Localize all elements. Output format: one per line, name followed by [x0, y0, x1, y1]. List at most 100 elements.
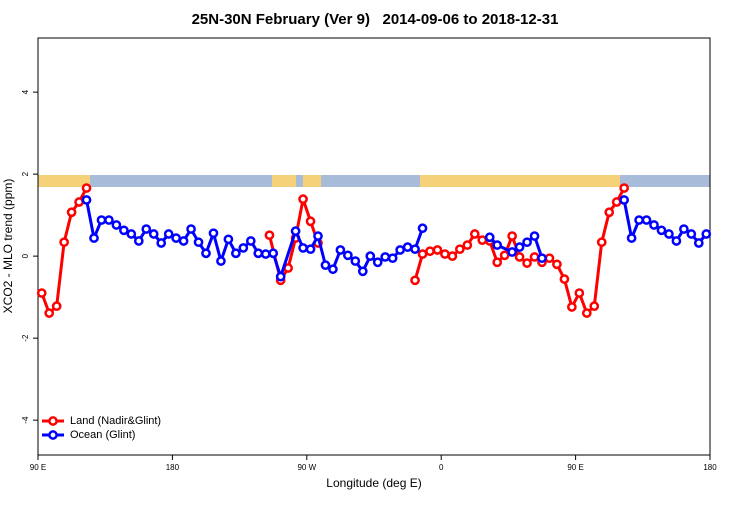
point [268, 248, 279, 259]
x-tick-label: 90 E [567, 463, 583, 472]
point [693, 238, 704, 248]
point [514, 242, 525, 252]
point [253, 248, 264, 259]
point [492, 257, 503, 268]
y-axis-label: XCO2 - MLO trend (ppm) [1, 179, 15, 314]
surface-strip [38, 175, 710, 187]
y-tick-label: -4 [21, 416, 30, 424]
point [290, 226, 301, 236]
point [432, 245, 443, 255]
point [51, 301, 62, 312]
point [469, 229, 480, 239]
point [231, 248, 241, 259]
point [275, 271, 286, 282]
point [596, 237, 607, 248]
point [163, 229, 174, 239]
point [223, 234, 234, 245]
point [104, 215, 114, 225]
point [305, 244, 316, 255]
point [148, 229, 159, 239]
point [313, 231, 323, 241]
point [81, 195, 92, 205]
y-tick-label: 0 [21, 253, 30, 258]
series [36, 183, 629, 318]
point [201, 248, 211, 259]
y-tick-label: -2 [21, 334, 30, 342]
point [574, 288, 585, 298]
point [380, 252, 391, 262]
x-tick-label: 0 [439, 463, 444, 472]
point [238, 243, 249, 253]
point [507, 247, 517, 257]
point [410, 244, 420, 255]
point [701, 229, 712, 239]
land-strip [38, 175, 90, 187]
point [402, 242, 413, 252]
point [425, 246, 435, 257]
point [499, 250, 510, 261]
point [626, 233, 637, 243]
point [156, 238, 167, 248]
point [186, 224, 196, 234]
point [641, 215, 652, 225]
plot-frame [37, 37, 711, 456]
point [44, 308, 55, 318]
point [619, 195, 629, 205]
legend-swatch [48, 430, 58, 440]
point [611, 197, 622, 207]
x-tick-label: 180 [703, 463, 717, 472]
point [455, 244, 465, 255]
point [96, 215, 107, 225]
point [395, 245, 405, 255]
legend-label: Ocean (Glint) [70, 429, 135, 441]
point [447, 251, 458, 261]
point [484, 232, 495, 243]
point [245, 236, 256, 246]
point [559, 274, 570, 284]
point [365, 251, 376, 261]
point [178, 236, 189, 246]
point [298, 243, 308, 253]
point [514, 252, 525, 262]
point [171, 233, 181, 243]
point [387, 253, 398, 264]
point [581, 308, 592, 318]
point [679, 224, 689, 234]
point [537, 253, 547, 264]
point [350, 256, 361, 266]
point [462, 240, 473, 250]
legend: Land (Nadir&Glint) Ocean (Glint) [42, 415, 161, 441]
point [328, 264, 338, 275]
x-tick-label: 90 E [30, 463, 46, 472]
point [619, 183, 629, 193]
x-tick-label: 180 [166, 463, 180, 472]
legend-label: Land (Nadir&Glint) [70, 415, 161, 427]
series [81, 195, 712, 282]
x-tick-label: 90 W [297, 463, 316, 472]
point [320, 260, 331, 271]
point [477, 235, 488, 245]
point [507, 231, 517, 241]
y-tick-label: 4 [21, 89, 30, 94]
point [264, 230, 275, 241]
y-tick-label: 2 [21, 171, 30, 176]
point [193, 237, 204, 248]
land-strip [420, 175, 620, 187]
land-strip [303, 175, 321, 187]
point [119, 225, 129, 236]
point [552, 259, 562, 270]
point [141, 224, 152, 234]
point [74, 197, 84, 207]
point [305, 216, 316, 227]
point [417, 223, 428, 234]
point [634, 215, 644, 225]
point [492, 240, 503, 250]
point [36, 288, 47, 298]
point [66, 207, 77, 218]
point [357, 266, 368, 277]
point [260, 249, 271, 259]
point [81, 183, 92, 193]
